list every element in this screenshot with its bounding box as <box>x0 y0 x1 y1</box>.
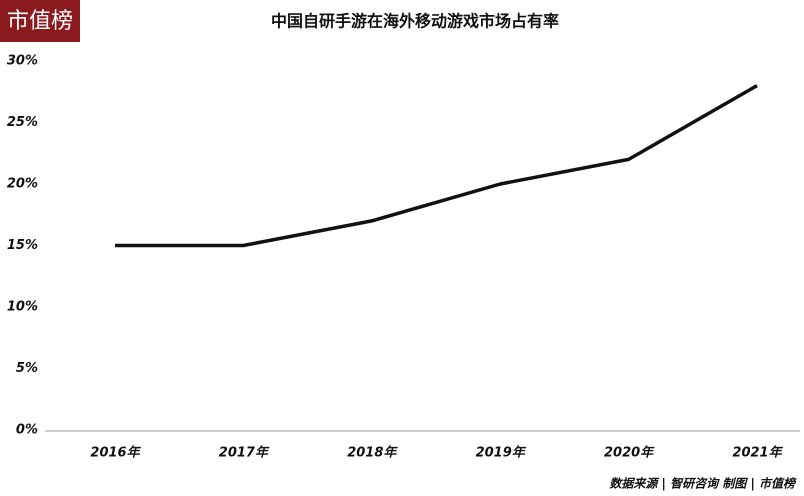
x-tick-label: 2017年 <box>219 445 270 461</box>
logo: 市值榜 <box>7 9 73 34</box>
x-tick-label: 2018年 <box>347 445 398 461</box>
y-tick-label: 20% <box>7 177 38 192</box>
line <box>115 84 758 248</box>
chart-title: 中国自研手游在海外移动游戏市场占有率 <box>271 12 559 31</box>
x-tick-label: 2020年 <box>604 445 655 461</box>
logo-box <box>0 0 80 42</box>
y-tick-label: 5% <box>16 361 38 376</box>
x-tick-label: 2021年 <box>732 445 783 461</box>
x-tick-label: 2019年 <box>476 445 527 461</box>
y-tick-label: 0% <box>16 423 38 438</box>
y-tick-label: 15% <box>7 238 38 253</box>
y-tick-label: 10% <box>7 300 38 315</box>
x-tick-label: 2016年 <box>90 445 141 461</box>
y-tick-label: 25% <box>7 115 38 130</box>
source: 数据来源 | 智研咨询 制图 | 市值榜 <box>609 477 797 491</box>
y-tick-label: 30% <box>7 54 38 69</box>
